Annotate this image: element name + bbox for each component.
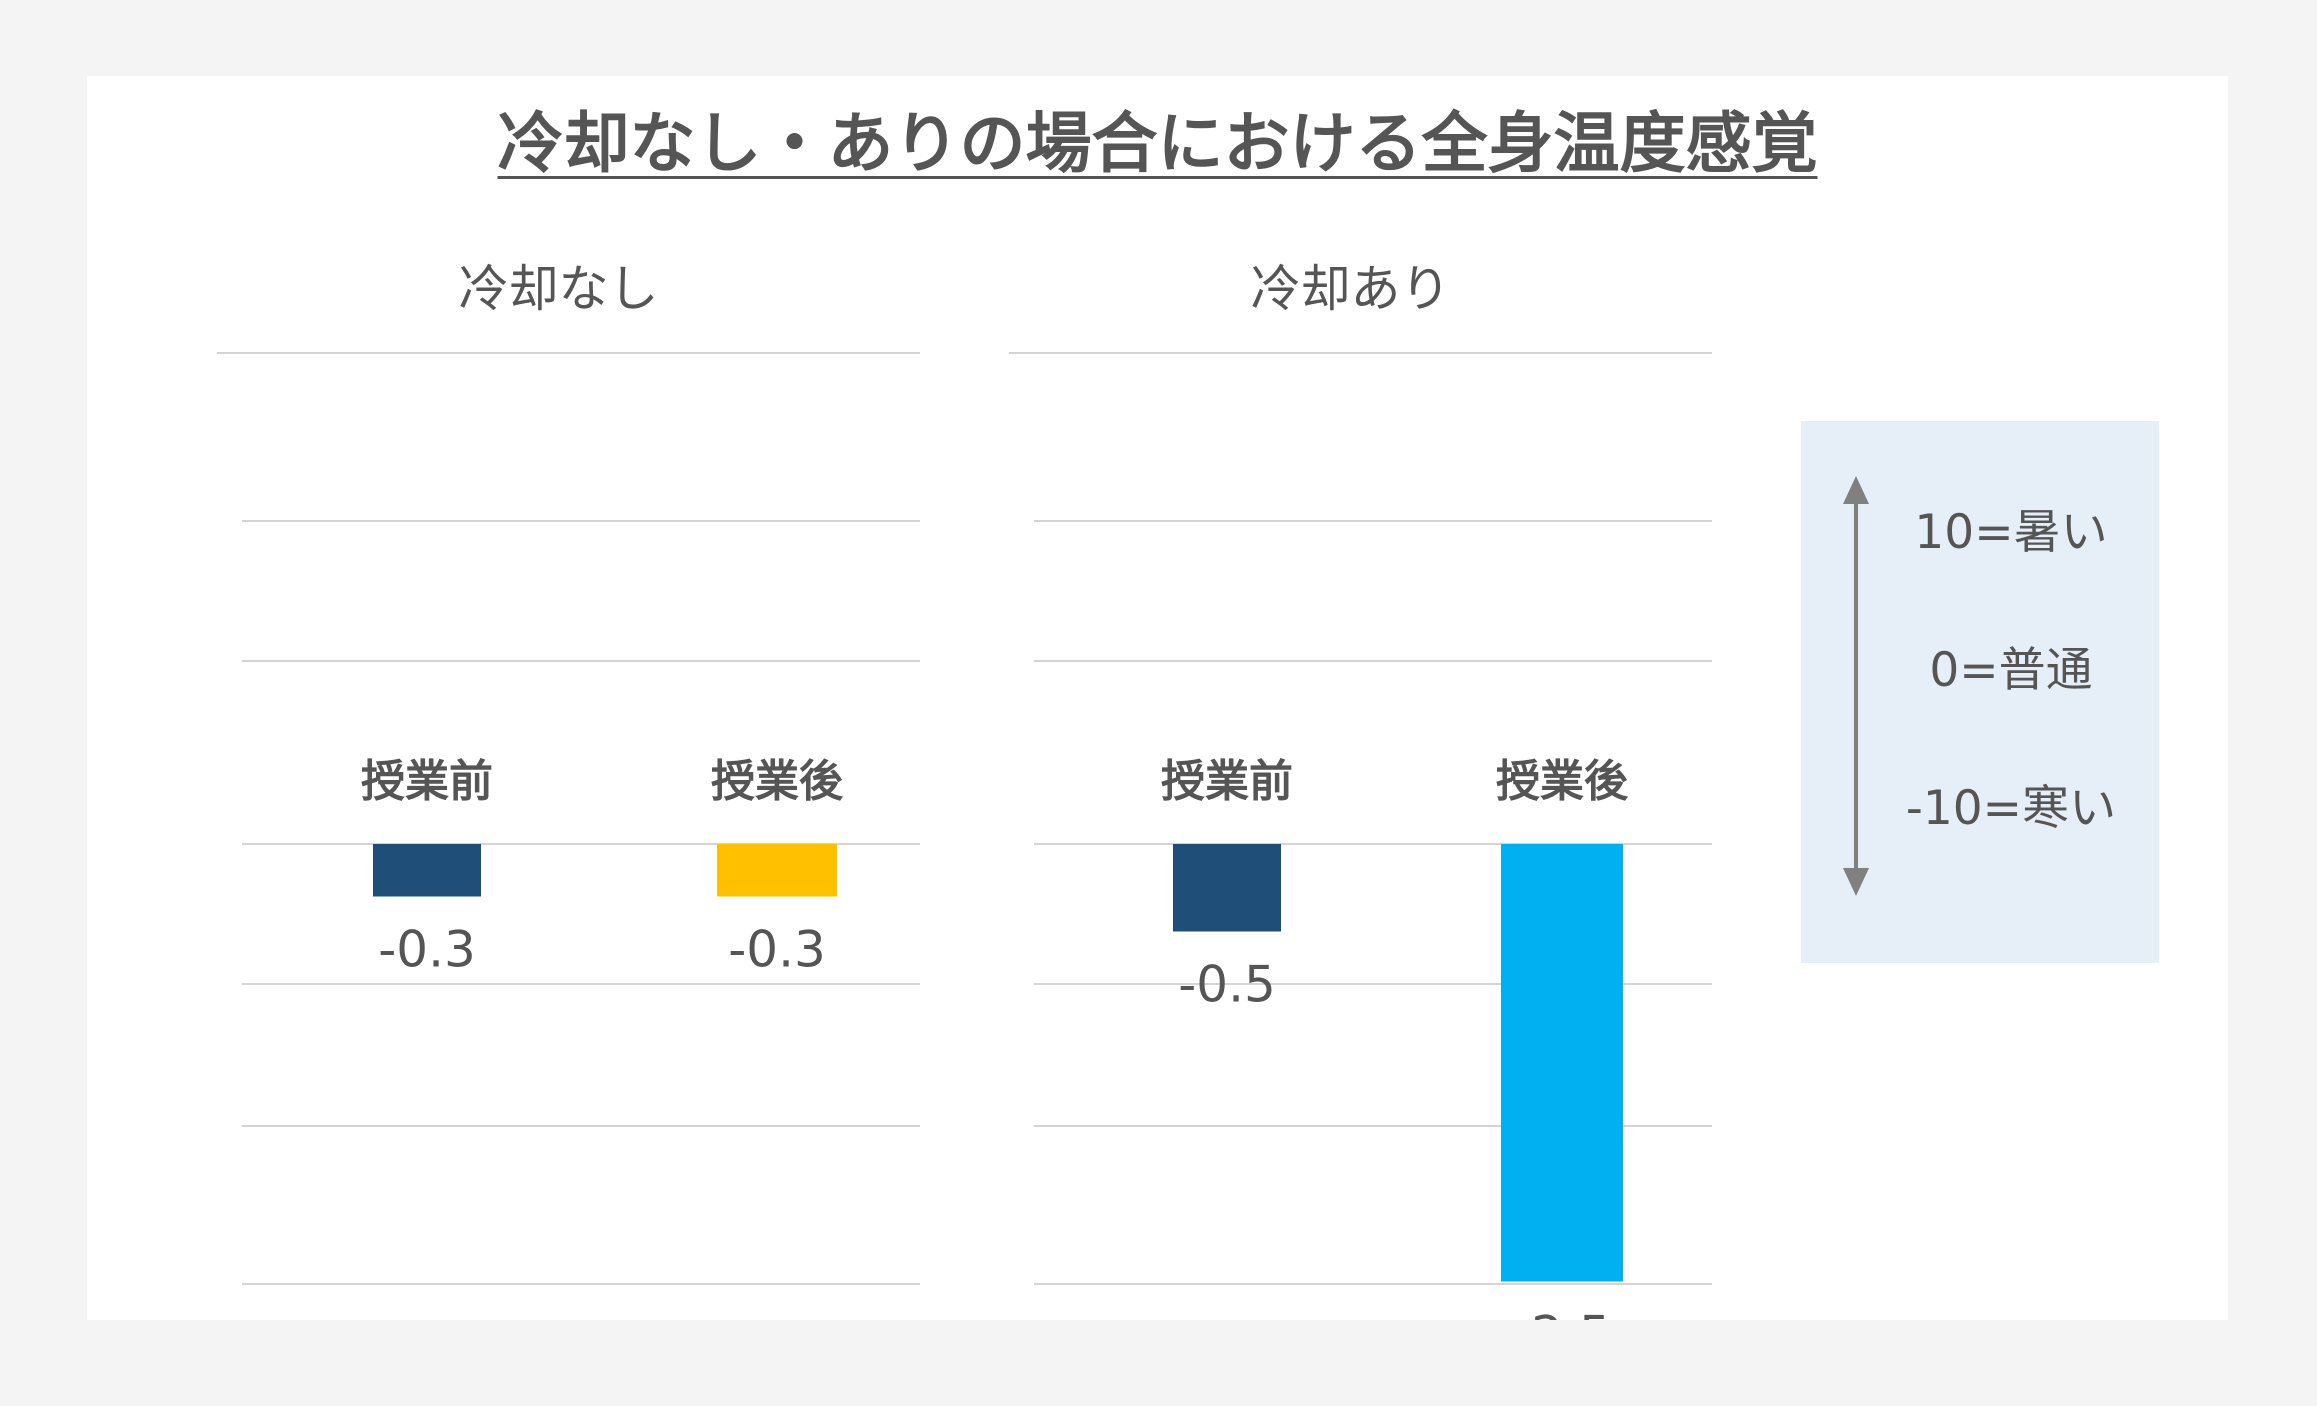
- data-label: -0.3: [378, 921, 476, 979]
- scale-high-label: 10=暑い: [1914, 505, 2108, 560]
- chart-title: 冷却あり: [1251, 260, 1451, 318]
- double-arrow-icon: [1843, 476, 1869, 896]
- data-label: -0.3: [728, 921, 826, 979]
- bar: [717, 844, 837, 897]
- slide: 冷却なし・ありの場合における全身温度感覚 冷却なし 授業前 -0.3 授業後 -0.3 冷…: [87, 76, 2228, 1320]
- bar: [1173, 844, 1281, 932]
- category-label: 授業前: [1161, 756, 1293, 807]
- data-label: -0.5: [1178, 956, 1276, 1014]
- scale-mid-label: 0=普通: [1929, 643, 2093, 698]
- bar: [1501, 844, 1623, 1282]
- page-title: 冷却なし・ありの場合における全身温度感覚: [497, 105, 1818, 182]
- data-label: -2.5: [1513, 1306, 1611, 1321]
- category-label: 授業前: [361, 756, 493, 807]
- bar: [373, 844, 481, 897]
- chart-title: 冷却なし: [459, 260, 659, 318]
- scale-low-label: -10=寒い: [1905, 781, 2117, 836]
- category-label: 授業後: [1496, 756, 1629, 807]
- scale-legend: 10=暑い 0=普通 -10=寒い: [1801, 421, 2159, 963]
- category-label: 授業後: [711, 756, 844, 807]
